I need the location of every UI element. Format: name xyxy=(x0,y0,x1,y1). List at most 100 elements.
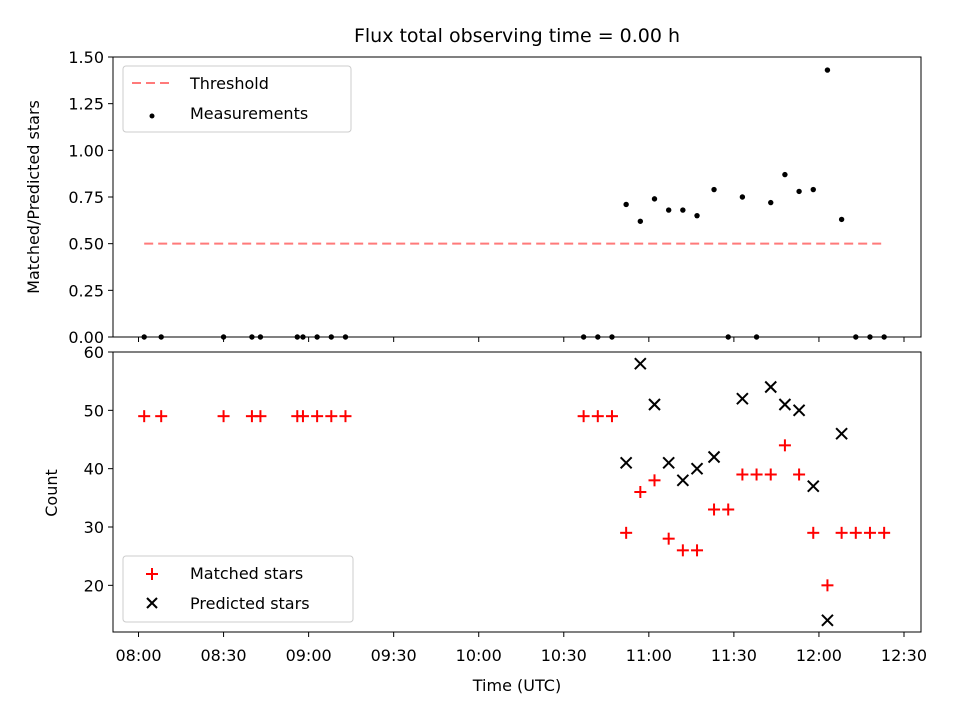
matched-stars-points xyxy=(138,410,891,592)
bottom-y-axis-label: Count xyxy=(42,469,61,517)
x-tick-label: 08:30 xyxy=(201,646,247,665)
top-legend: Threshold Measurements xyxy=(122,65,352,133)
x-tick-label: 10:30 xyxy=(541,646,587,665)
x-tick-label: 09:00 xyxy=(286,646,332,665)
top-y-axis-label: Matched/Predicted stars xyxy=(24,100,43,294)
matched-star-point xyxy=(708,503,721,516)
bottom-y-tick-label: 30 xyxy=(84,518,104,537)
predicted-star-point xyxy=(676,474,690,487)
top-y-tick-label: 1.50 xyxy=(68,48,104,67)
measurement-point xyxy=(711,186,717,193)
matched-star-point xyxy=(676,544,689,557)
measurement-point xyxy=(651,196,658,202)
bottom-y-tick-label: 20 xyxy=(84,576,104,595)
top-y-tick-label: 0.25 xyxy=(68,281,104,300)
matched-star-point xyxy=(648,474,661,487)
matched-star-point xyxy=(138,410,151,423)
matched-star-point xyxy=(750,468,763,481)
measurement-point xyxy=(838,216,845,223)
matched-star-point xyxy=(325,410,338,423)
matched-star-point xyxy=(254,410,267,423)
predicted-star-point xyxy=(648,398,661,411)
top-plot-frame xyxy=(112,56,922,338)
x-tick-label: 12:00 xyxy=(796,646,842,665)
bottom-legend: Matched stars Predicted stars xyxy=(122,555,354,623)
measurement-point xyxy=(665,207,672,213)
legend-threshold-label: Threshold xyxy=(189,74,269,93)
bottom-y-tick-label: 50 xyxy=(84,401,104,420)
matched-star-point xyxy=(691,544,704,557)
predicted-star-point xyxy=(807,479,820,493)
bottom-y-tick-label: 60 xyxy=(84,343,104,362)
matched-star-point xyxy=(821,579,834,592)
bottom-legend-box xyxy=(122,555,354,623)
measurement-point xyxy=(782,171,788,178)
top-panel: Flux total observing time = 0.00 h Match… xyxy=(24,25,922,347)
measurement-point xyxy=(824,67,831,73)
bottom-x-ticks: 08:00 08:30 09:00 09:30 10:00 10:30 11:00 11:30… xyxy=(115,632,927,665)
legend-measurements-swatch xyxy=(149,113,155,119)
predicted-star-point xyxy=(634,357,647,370)
predicted-star-point xyxy=(835,427,848,440)
matched-star-point xyxy=(849,526,862,539)
bottom-y-ticks: 20 30 40 50 60 xyxy=(84,343,113,595)
bottom-panel: Count Time (UTC) 20 30 40 50 60 08:00 08:30 09… xyxy=(42,343,927,695)
predicted-star-point xyxy=(662,456,675,470)
matched-star-point xyxy=(662,532,675,545)
predicted-stars-points xyxy=(619,357,848,627)
matched-star-point xyxy=(878,526,891,539)
measurement-points xyxy=(141,67,887,340)
measurement-point xyxy=(694,212,700,219)
top-y-tick-label: 1.00 xyxy=(68,141,104,160)
measurement-point xyxy=(796,188,802,195)
matched-star-point xyxy=(634,486,647,498)
predicted-star-point xyxy=(821,614,834,627)
predicted-star-point xyxy=(764,380,777,394)
legend-predicted-label: Predicted stars xyxy=(190,594,310,613)
measurement-point xyxy=(637,218,644,224)
x-tick-label: 12:30 xyxy=(881,646,927,665)
matched-star-point xyxy=(764,468,777,481)
predicted-star-point xyxy=(736,392,749,405)
matched-star-point xyxy=(835,526,848,539)
x-tick-label: 08:00 xyxy=(115,646,161,665)
matched-star-point xyxy=(736,468,749,481)
legend-measurements-label: Measurements xyxy=(190,104,308,123)
x-tick-label: 11:00 xyxy=(626,646,672,665)
legend-matched-swatch xyxy=(146,568,158,580)
top-y-tick-label: 0.00 xyxy=(68,328,104,347)
chart-title: Flux total observing time = 0.00 h xyxy=(354,25,680,47)
top-y-tick-label: 0.50 xyxy=(68,235,104,254)
bottom-y-tick-label: 40 xyxy=(84,460,104,479)
matched-star-point xyxy=(722,503,735,516)
legend-matched-label: Matched stars xyxy=(190,564,303,583)
legend-predicted-swatch xyxy=(146,597,158,609)
top-legend-box xyxy=(122,65,352,133)
matched-star-point xyxy=(577,410,590,423)
matched-star-point xyxy=(339,410,352,423)
measurement-point xyxy=(623,201,629,208)
matched-star-point xyxy=(793,468,806,481)
matched-star-point xyxy=(311,410,324,423)
predicted-star-point xyxy=(778,398,792,411)
matched-star-point xyxy=(778,439,791,452)
measurement-point xyxy=(680,207,686,213)
predicted-star-point xyxy=(792,404,806,417)
x-axis-label: Time (UTC) xyxy=(472,676,561,695)
x-tick-label: 10:00 xyxy=(456,646,502,665)
predicted-star-point xyxy=(619,456,633,470)
matched-star-point xyxy=(591,410,604,423)
top-y-tick-label: 1.25 xyxy=(68,95,104,114)
top-y-tick-label: 0.75 xyxy=(68,188,104,207)
predicted-star-point xyxy=(690,462,704,475)
x-tick-label: 09:30 xyxy=(371,646,417,665)
matched-star-point xyxy=(620,526,633,539)
x-tick-label: 11:30 xyxy=(711,646,757,665)
measurement-point xyxy=(739,194,746,200)
measurement-point xyxy=(768,199,774,206)
matched-star-point xyxy=(863,526,876,539)
matched-star-point xyxy=(155,410,168,423)
bottom-plot-frame xyxy=(112,351,922,633)
measurement-point xyxy=(810,186,816,193)
